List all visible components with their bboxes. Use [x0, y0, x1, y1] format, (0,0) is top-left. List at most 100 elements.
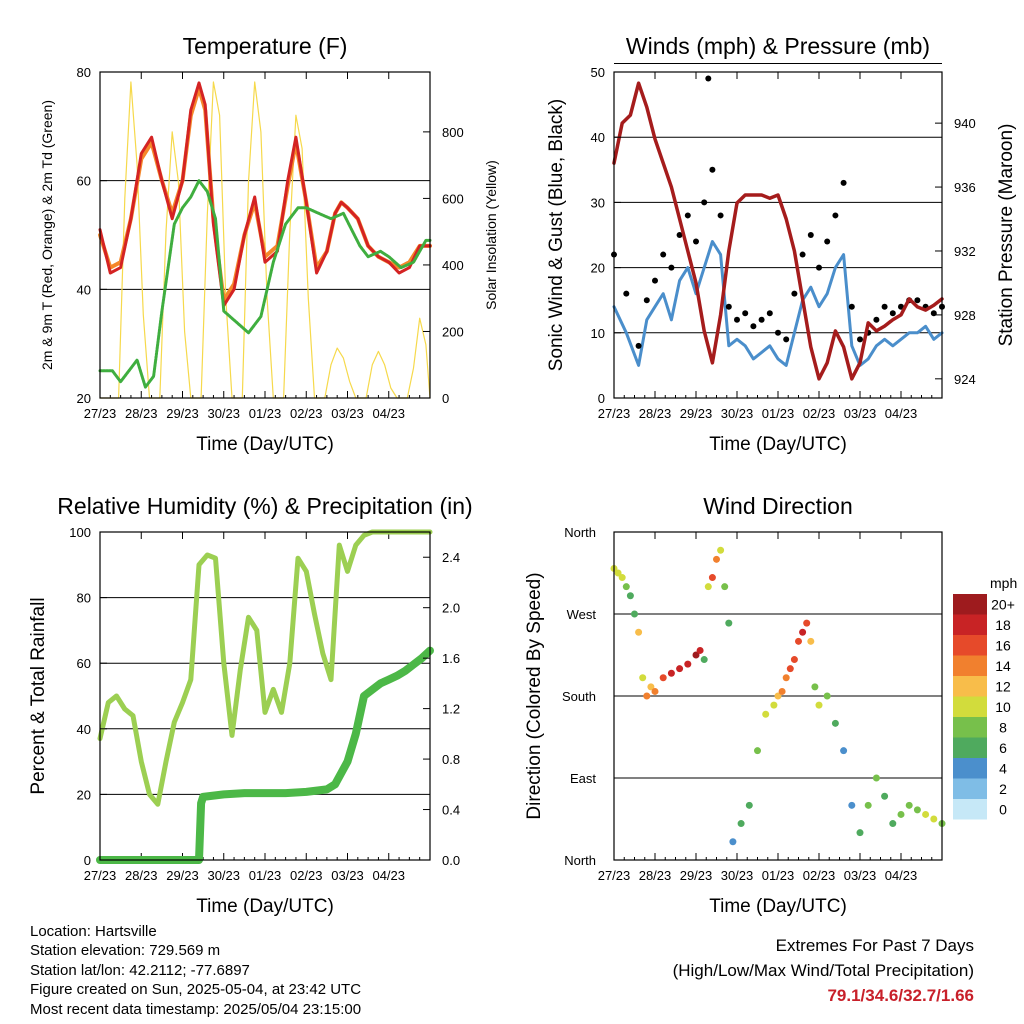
- x-tick-label: 29/23: [680, 868, 713, 883]
- gust-point: [914, 297, 921, 304]
- direction-point: [823, 692, 831, 700]
- x-tick-label: 04/23: [885, 868, 918, 883]
- x-tick-label: 04/23: [885, 406, 918, 421]
- extremes-values: 79.1/34.6/32.7/1.66: [827, 986, 974, 1005]
- legend-label: 6: [999, 740, 1007, 756]
- direction-point: [762, 710, 770, 718]
- gust-point: [791, 290, 798, 297]
- direction-point: [745, 801, 753, 809]
- y-tick-label: 40: [77, 722, 91, 737]
- y-tick-label: 40: [77, 282, 91, 297]
- direction-point: [643, 692, 651, 700]
- direction-point: [872, 774, 880, 782]
- legend-label: 8: [999, 719, 1007, 735]
- station-location: Location: Hartsville: [30, 923, 157, 940]
- y-axis-label: Percent & Total Rainfall: [28, 597, 49, 794]
- direction-point: [840, 747, 848, 755]
- direction-point: [799, 628, 807, 636]
- y-tick-label: 30: [591, 195, 605, 210]
- gust-point: [832, 212, 839, 219]
- direction-point: [684, 660, 692, 668]
- x-tick-label: 03/23: [844, 868, 877, 883]
- direction-point: [778, 687, 786, 695]
- y-right-tick-label: 928: [954, 308, 976, 323]
- y-right-tick-label: 2.0: [442, 601, 460, 616]
- direction-point: [774, 692, 782, 700]
- y-axis-label-right: Station Pressure (Maroon): [996, 124, 1017, 347]
- direction-point: [618, 574, 626, 582]
- x-tick-label: 02/23: [290, 868, 323, 883]
- x-tick-label: 29/23: [166, 868, 199, 883]
- y-tick-label: 60: [77, 656, 91, 671]
- y-tick-label: 80: [77, 591, 91, 606]
- y-tick-label: South: [562, 689, 596, 704]
- x-axis-label: Time (Day/UTC): [196, 896, 334, 917]
- extremes-title: Extremes For Past 7 Days: [775, 936, 974, 955]
- y-tick-label: 80: [77, 65, 91, 80]
- x-tick-label: 02/23: [803, 868, 836, 883]
- legend-swatch: [953, 696, 987, 717]
- gust-point: [799, 251, 806, 258]
- y-tick-label: 0: [598, 391, 605, 406]
- x-axis-label: Time (Day/UTC): [709, 896, 847, 917]
- plot-frame: [99, 71, 431, 399]
- panel-4: Wind Direction 27/23 28/23 29/23 30/23 01/23 0…: [524, 493, 1017, 917]
- x-tick-label: 27/23: [598, 868, 631, 883]
- gust-point: [668, 264, 675, 271]
- direction-point: [696, 646, 704, 654]
- y-right-tick-label: 932: [954, 244, 976, 259]
- legend-swatch: [953, 614, 987, 635]
- y-right-tick-label: 0.4: [442, 803, 460, 818]
- legend-swatch: [953, 676, 987, 697]
- gust-point: [701, 199, 708, 206]
- direction-point: [737, 820, 745, 828]
- legend-label: 2: [999, 781, 1007, 797]
- y-right-tick-label: 924: [954, 372, 976, 387]
- gust-point: [705, 75, 712, 82]
- plot-frame: [99, 531, 431, 861]
- x-tick-label: 03/23: [844, 406, 877, 421]
- y-right-tick-label: 1.6: [442, 651, 460, 666]
- gust-point: [709, 166, 716, 173]
- direction-point: [913, 806, 921, 814]
- x-tick-label: 28/23: [639, 406, 672, 421]
- direction-point: [803, 619, 811, 627]
- legend-swatch: [953, 717, 987, 738]
- direction-point: [659, 674, 667, 682]
- direction-point: [651, 687, 659, 695]
- direction-point: [676, 665, 684, 673]
- series-rh-line: [97, 529, 433, 807]
- y-tick-label: 0: [84, 853, 91, 868]
- x-tick-label: 04/23: [372, 406, 405, 421]
- gust-point: [660, 251, 667, 258]
- x-tick-label: 03/23: [331, 868, 364, 883]
- y-tick-label: 10: [591, 326, 605, 341]
- legend-swatch: [953, 635, 987, 656]
- panel-title: Winds (mph) & Pressure (mb): [626, 33, 930, 59]
- gust-point: [676, 232, 683, 238]
- y-right-tick-label: 400: [442, 258, 464, 273]
- direction-point: [704, 583, 712, 591]
- direction-point: [815, 701, 823, 709]
- direction-point: [721, 583, 729, 591]
- y-tick-label: 60: [77, 174, 91, 189]
- direction-point: [770, 701, 778, 709]
- series-dewpoint-line: [98, 179, 432, 389]
- y-tick-label: 40: [591, 130, 605, 145]
- legend-label: 12: [995, 678, 1011, 694]
- panel-2: Winds (mph) & Pressure (mb) 27/23 28/23 29/…: [546, 33, 1017, 455]
- gust-point: [758, 316, 765, 323]
- x-tick-label: 02/23: [803, 406, 836, 421]
- extremes-box: Extremes For Past 7 Days (High/Low/Max W…: [673, 933, 974, 1008]
- x-tick-label: 30/23: [721, 406, 754, 421]
- y-tick-label: 20: [591, 261, 605, 276]
- gust-point: [623, 290, 630, 297]
- legend-title: mph: [990, 575, 1017, 591]
- legend-swatch: [953, 594, 987, 615]
- y-axis-label: Sonic Wind & Gust (Blue, Black): [546, 99, 567, 371]
- gust-point: [643, 297, 650, 304]
- y-right-tick-label: 1.2: [442, 702, 460, 717]
- gust-point: [742, 310, 749, 317]
- panel-3: Relative Humidity (%) & Precipitation (i…: [28, 493, 473, 917]
- plot-frame: [613, 531, 943, 861]
